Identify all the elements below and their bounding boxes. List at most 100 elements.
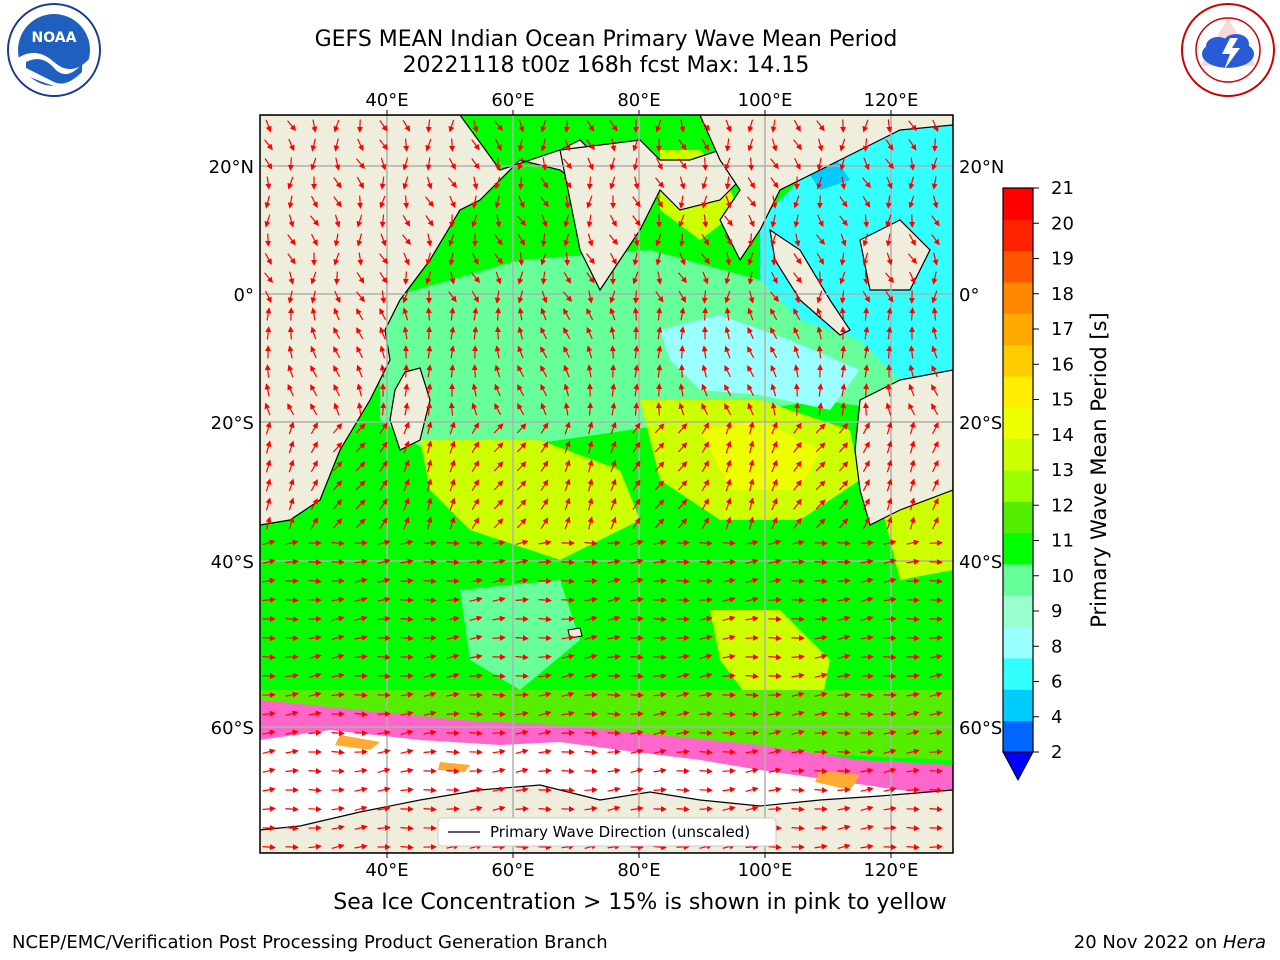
wave-arrow <box>540 517 549 529</box>
wave-arrow <box>426 345 433 359</box>
wave-arrow <box>492 692 506 699</box>
wave-arrow <box>355 518 366 529</box>
wave-arrow <box>793 460 802 472</box>
wave-arrow <box>356 402 363 416</box>
wave-arrow <box>908 176 915 190</box>
wave-arrow <box>471 517 480 530</box>
wave-arrow <box>587 440 594 454</box>
wave-arrow <box>332 461 343 472</box>
wave-arrow <box>310 215 320 227</box>
wave-arrow <box>932 478 939 492</box>
wave-direction-arrows <box>262 119 943 851</box>
wave-arrow <box>469 634 483 641</box>
wave-arrow <box>931 234 940 246</box>
wave-arrow <box>426 326 433 340</box>
wave-arrow <box>815 442 826 453</box>
wave-arrow <box>471 441 480 454</box>
lon-label-bottom: 60°E <box>491 860 534 881</box>
wave-arrow <box>610 516 617 530</box>
wave-arrow <box>446 653 460 660</box>
wave-arrow <box>725 195 732 209</box>
wave-arrow <box>630 615 644 622</box>
wave-arrow <box>906 558 920 565</box>
wave-arrow <box>745 729 759 736</box>
wave-arrow <box>883 577 897 584</box>
wave-arrow <box>609 214 617 227</box>
wave-arrow <box>630 539 644 546</box>
wave-arrow <box>630 729 644 736</box>
wave-arrow <box>908 402 916 416</box>
wave-arrow <box>860 805 874 812</box>
wave-arrow <box>931 307 938 321</box>
wave-arrow <box>654 480 665 491</box>
wave-arrow <box>653 767 667 774</box>
wave-arrow <box>515 710 529 717</box>
wave-arrow <box>677 518 688 529</box>
wave-arrow <box>816 157 823 171</box>
wave-arrow <box>722 596 736 603</box>
wave-arrow <box>492 748 506 755</box>
wave-arrow <box>747 365 755 378</box>
wave-arrow <box>863 271 870 285</box>
wave-arrow <box>607 596 621 603</box>
wave-arrow <box>656 326 663 340</box>
wave-arrow <box>679 326 686 340</box>
wave-arrow <box>540 326 548 340</box>
wave-arrow <box>587 478 594 492</box>
wave-arrow <box>655 402 662 416</box>
wave-arrow <box>517 138 524 152</box>
wave-arrow <box>354 653 368 660</box>
wave-arrow <box>354 692 368 699</box>
colorbar-segment <box>1003 219 1033 252</box>
wave-arrow <box>354 558 368 565</box>
wave-arrow <box>793 422 802 434</box>
wave-arrow <box>540 307 547 321</box>
wave-arrow <box>331 596 345 603</box>
wave-arrow <box>515 748 529 755</box>
wave-arrow <box>538 653 552 660</box>
colorbar-segment <box>1003 564 1033 596</box>
wave-arrow <box>699 596 713 603</box>
wave-arrow <box>493 499 504 510</box>
wave-arrow <box>425 215 434 227</box>
wave-arrow <box>310 365 318 378</box>
wave-arrow <box>932 421 939 435</box>
wave-arrow <box>356 291 366 303</box>
wave-arrow <box>632 498 641 510</box>
colorbar-tick-label: 13 <box>1051 460 1074 481</box>
wave-arrow <box>607 786 621 793</box>
wave-arrow <box>403 497 410 511</box>
wave-arrow <box>310 460 318 473</box>
wave-arrow <box>561 710 575 717</box>
wave-arrow <box>493 518 504 529</box>
wave-arrow <box>426 233 433 247</box>
wave-arrow <box>863 364 870 378</box>
wave-arrow <box>609 252 617 266</box>
wave-arrow <box>770 291 780 303</box>
map-legend: Primary Wave Direction (unscaled) <box>437 817 777 847</box>
wave-arrow <box>814 824 828 831</box>
wave-arrow <box>909 440 916 454</box>
footer-date-text: 20 Nov 2022 on <box>1073 932 1223 953</box>
wave-arrow <box>516 480 527 491</box>
wave-arrow <box>449 364 456 378</box>
wave-arrow <box>793 119 801 132</box>
wave-arrow <box>839 196 848 208</box>
wave-arrow <box>862 119 869 133</box>
wave-arrow <box>400 616 414 623</box>
wave-arrow <box>862 479 870 492</box>
wave-arrow <box>748 157 755 171</box>
wave-arrow <box>518 252 525 266</box>
wave-arrow <box>724 307 731 321</box>
wave-arrow <box>931 326 938 340</box>
wave-arrow <box>909 516 916 530</box>
wave-arrow <box>929 787 943 794</box>
wave-arrow <box>655 177 665 189</box>
wave-arrow <box>563 308 571 321</box>
wave-arrow <box>747 176 756 189</box>
wave-arrow <box>793 498 802 510</box>
wave-arrow <box>748 440 755 454</box>
wave-arrow <box>538 748 552 755</box>
wave-arrow <box>540 479 549 491</box>
wave-arrow <box>724 176 731 190</box>
